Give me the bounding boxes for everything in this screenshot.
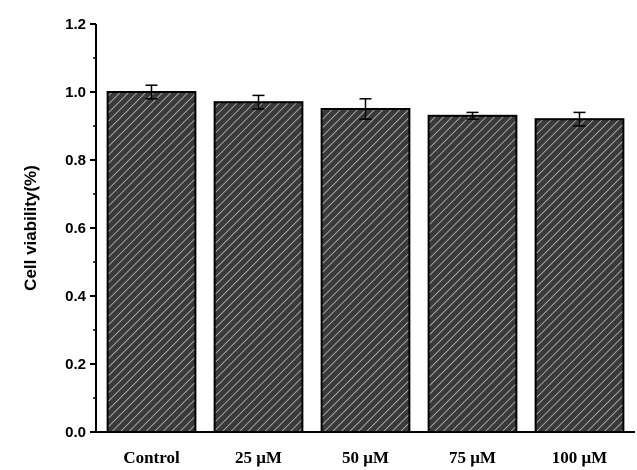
bar: [213, 101, 304, 433]
y-tick-label: 0.4: [65, 288, 87, 305]
y-tick-label: 0.0: [65, 424, 86, 441]
x-category-label: 25 μM: [235, 448, 282, 467]
bar: [427, 114, 518, 434]
x-category-label: 50 μM: [342, 448, 389, 467]
y-tick-label: 0.6: [65, 220, 86, 237]
y-tick-label: 1.2: [65, 16, 86, 33]
x-category-label: 100 μM: [552, 448, 607, 467]
x-category-label: Control: [123, 448, 180, 467]
plot-area: 0.0 0.2 0.4 0.6 0.8 1.0 1.2 Control 25 μM 50 μM 75…: [65, 16, 635, 467]
bar: [320, 108, 411, 433]
y-axis-title: Cell viability(%): [21, 165, 40, 291]
y-tick-label: 0.8: [65, 152, 86, 169]
y-tick-label: 0.2: [65, 356, 86, 373]
bar: [106, 91, 197, 433]
x-category-label: 75 μM: [449, 448, 496, 467]
y-tick-label: 1.0: [65, 84, 86, 101]
bar: [534, 118, 625, 433]
